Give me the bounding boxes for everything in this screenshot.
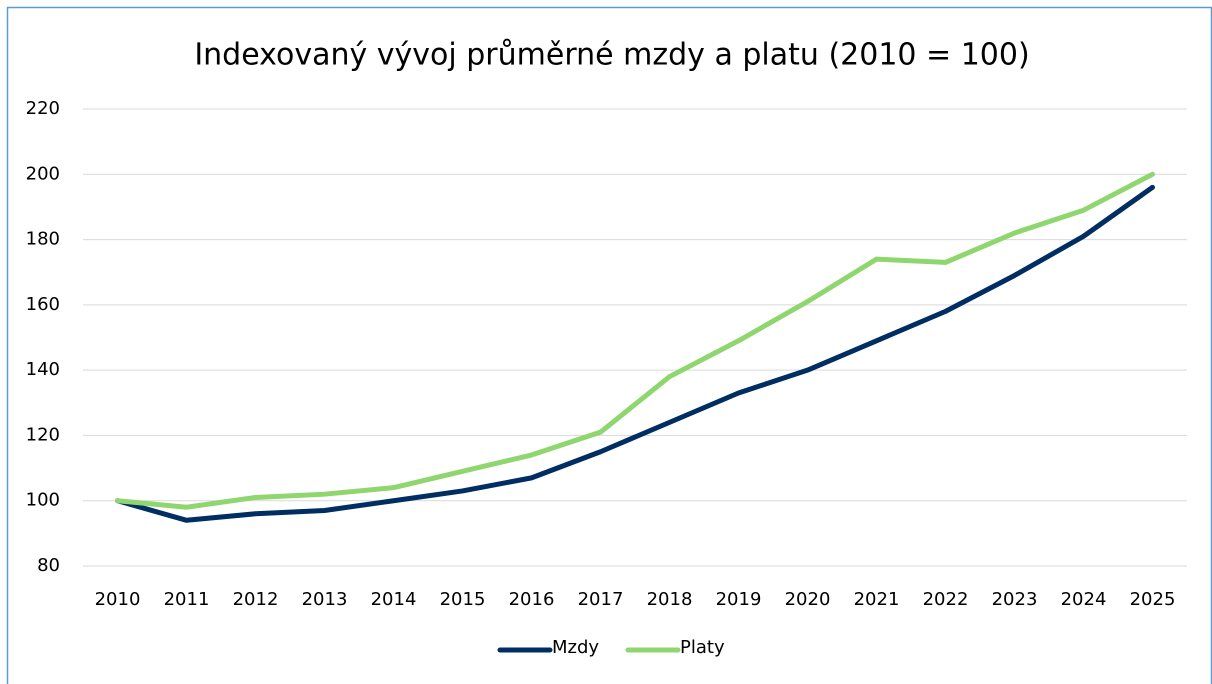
y-tick-label: 180 [26, 229, 60, 250]
y-tick-label: 140 [26, 359, 60, 380]
frame [6, 6, 1212, 684]
y-tick-label: 200 [26, 163, 60, 184]
x-tick-label: 2023 [992, 589, 1038, 610]
x-tick-label: 2013 [302, 589, 348, 610]
x-tick-label: 2019 [716, 589, 762, 610]
x-tick-label: 2014 [371, 589, 417, 610]
x-tick-label: 2010 [95, 589, 141, 610]
y-tick-label: 120 [26, 424, 60, 445]
x-tick-label: 2012 [233, 589, 279, 610]
x-tick-label: 2015 [440, 589, 486, 610]
x-tick-label: 2018 [647, 589, 693, 610]
x-tick-label: 2020 [785, 589, 831, 610]
y-tick-label: 80 [37, 555, 60, 576]
line-series [115, 184, 1155, 523]
x-tick-label: 2021 [854, 589, 900, 610]
legend-label: Platy [680, 637, 725, 658]
x-tick-label: 2024 [1061, 589, 1107, 610]
chart-title: Indexovaný vývoj průměrné mzdy a platu (… [194, 38, 1029, 73]
x-tick-label: 2011 [164, 589, 210, 610]
x-tick-label: 2016 [509, 589, 555, 610]
line-series [115, 171, 1155, 510]
y-tick-label: 220 [26, 98, 60, 119]
x-tick-label: 2022 [923, 589, 969, 610]
x-tick-label: 2017 [578, 589, 624, 610]
y-tick-label: 160 [26, 294, 60, 315]
legend-label: Mzdy [552, 637, 599, 658]
x-tick-label: 2025 [1130, 589, 1176, 610]
y-tick-label: 100 [26, 490, 60, 511]
